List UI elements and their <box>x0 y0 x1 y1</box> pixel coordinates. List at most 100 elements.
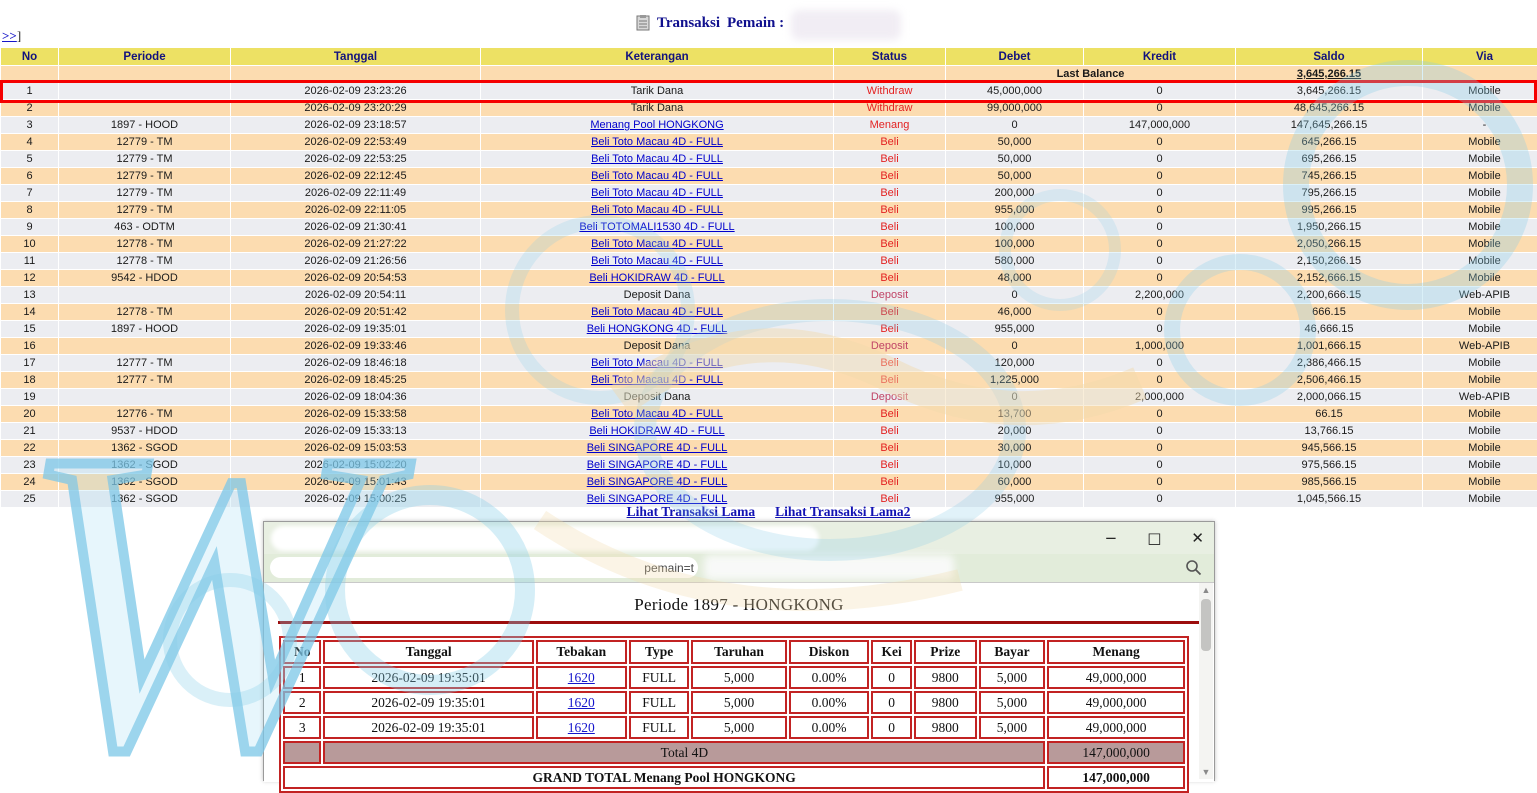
cell-status: Beli <box>834 474 945 490</box>
keterangan-link[interactable]: Beli SINGAPORE 4D - FULL <box>586 476 728 488</box>
cell-saldo: 645,266.15 <box>1236 134 1422 150</box>
keterangan-link[interactable]: Beli Toto Macau 4D - FULL <box>591 357 723 369</box>
popup-heading: Periode 1897 - HONGKONG <box>634 595 844 614</box>
cell-keterangan: Tarik Dana <box>481 83 833 99</box>
keterangan-link[interactable]: Beli Toto Macau 4D - FULL <box>591 408 723 420</box>
cell-via: Mobile <box>1423 355 1537 371</box>
close-button[interactable]: ✕ <box>1191 528 1204 547</box>
cell-no: 16 <box>1 338 58 354</box>
tebakan-link[interactable]: 1620 <box>567 669 595 685</box>
cell-periode: 12779 - TM <box>59 168 230 184</box>
keterangan-link[interactable]: Menang Pool HONGKONG <box>590 119 724 131</box>
keterangan-link[interactable]: Beli Toto Macau 4D - FULL <box>591 204 723 216</box>
table-row: 1 2026-02-09 23:23:26 Tarik Dana Withdra… <box>1 83 1537 99</box>
cell-kredit: 0 <box>1084 457 1235 473</box>
cell-tanggal: 2026-02-09 23:18:57 <box>231 117 480 133</box>
popup-titlebar[interactable]: − □ ✕ <box>264 522 1214 554</box>
cell-debet: 100,000 <box>946 236 1083 252</box>
cell-keterangan: Beli HONGKONG 4D - FULL <box>481 321 833 337</box>
cell-debet: 50,000 <box>946 151 1083 167</box>
bet-cell-taruhan: 5,000 <box>691 716 787 739</box>
cell-status: Deposit <box>834 338 945 354</box>
bet-col-tebakan: Tebakan <box>535 640 627 664</box>
keterangan-link[interactable]: Beli Toto Macau 4D - FULL <box>591 136 723 148</box>
keterangan-link[interactable]: Beli SINGAPORE 4D - FULL <box>586 493 728 505</box>
keterangan-link[interactable]: Beli TOTOMALI1530 4D - FULL <box>579 221 735 233</box>
table-header-row: No Periode Tanggal Keterangan Status Deb… <box>1 48 1537 65</box>
cell-keterangan: Tarik Dana <box>481 100 833 116</box>
bet-cell-taruhan: 5,000 <box>691 691 787 714</box>
keterangan-link[interactable]: Beli Toto Macau 4D - FULL <box>591 187 723 199</box>
cell-debet: 10,000 <box>946 457 1083 473</box>
cell-debet: 955,000 <box>946 321 1083 337</box>
cell-debet: 60,000 <box>946 474 1083 490</box>
cell-tanggal: 2026-02-09 20:51:42 <box>231 304 480 320</box>
scrollbar-thumb[interactable] <box>1201 599 1211 651</box>
keterangan-link[interactable]: Beli HOKIDRAW 4D - FULL <box>589 272 725 284</box>
cell-tanggal: 2026-02-09 21:26:56 <box>231 253 480 269</box>
cell-no: 7 <box>1 185 58 201</box>
keterangan-link[interactable]: Beli Toto Macau 4D - FULL <box>591 238 723 250</box>
cell-kredit: 2,000,000 <box>1084 389 1235 405</box>
keterangan-link[interactable]: Beli Toto Macau 4D - FULL <box>591 374 723 386</box>
cell-status: Beli <box>834 372 945 388</box>
expand-link[interactable]: >> <box>2 28 17 43</box>
keterangan-link[interactable]: Beli SINGAPORE 4D - FULL <box>586 459 728 471</box>
cell-debet: 1,225,000 <box>946 372 1083 388</box>
lihat-transaksi-lama2-link[interactable]: Lihat Transaksi Lama2 <box>775 504 911 519</box>
status-badge: Beli <box>880 408 899 420</box>
bet-col-no: No <box>283 640 322 664</box>
cell-keterangan: Beli SINGAPORE 4D - FULL <box>481 457 833 473</box>
table-row: 12 9542 - HDOD 2026-02-09 20:54:53 Beli … <box>1 270 1537 286</box>
total-label: Total 4D <box>323 741 1046 764</box>
bet-cell-menang: 49,000,000 <box>1047 691 1185 714</box>
keterangan-link[interactable]: Beli Toto Macau 4D - FULL <box>591 170 723 182</box>
table-row: 21 9537 - HDOD 2026-02-09 15:33:13 Beli … <box>1 423 1537 439</box>
cell-status: Beli <box>834 219 945 235</box>
keterangan-link[interactable]: Beli Toto Macau 4D - FULL <box>591 153 723 165</box>
keterangan-link[interactable]: Beli HOKIDRAW 4D - FULL <box>589 425 725 437</box>
cell-periode: 1362 - SGOD <box>59 474 230 490</box>
cell-via: - <box>1423 117 1537 133</box>
player-name-redacted <box>791 10 902 40</box>
keterangan-link[interactable]: Beli SINGAPORE 4D - FULL <box>586 442 728 454</box>
lihat-transaksi-lama-link[interactable]: Lihat Transaksi Lama <box>626 504 756 519</box>
tebakan-link[interactable]: 1620 <box>567 719 595 735</box>
total-value: 147,000,000 <box>1047 741 1185 764</box>
cell-keterangan: Beli Toto Macau 4D - FULL <box>481 134 833 150</box>
maximize-button[interactable]: □ <box>1147 528 1162 547</box>
cell-periode <box>59 100 230 116</box>
scroll-up-icon[interactable]: ▲ <box>1201 585 1211 595</box>
cell-kredit: 0 <box>1084 100 1235 116</box>
bet-cell-prize: 9800 <box>913 691 977 714</box>
cell-debet: 50,000 <box>946 168 1083 184</box>
grand-total-label: GRAND TOTAL Menang Pool HONGKONG <box>283 766 1046 789</box>
cell-tanggal: 2026-02-09 22:11:49 <box>231 185 480 201</box>
cell-via: Mobile <box>1423 202 1537 218</box>
cell-keterangan: Beli Toto Macau 4D - FULL <box>481 253 833 269</box>
cell-saldo: 1,950,266.15 <box>1236 219 1422 235</box>
keterangan-link[interactable]: Beli Toto Macau 4D - FULL <box>591 306 723 318</box>
minimize-button[interactable]: − <box>1104 528 1118 547</box>
cell-via: Mobile <box>1423 253 1537 269</box>
keterangan-link[interactable]: Beli Toto Macau 4D - FULL <box>591 255 723 267</box>
popup-scrollbar[interactable]: ▲ ▼ <box>1199 583 1213 779</box>
cell-keterangan: Beli SINGAPORE 4D - FULL <box>481 491 833 507</box>
address-input[interactable]: pemain=t <box>270 557 698 578</box>
status-badge: Beli <box>880 272 899 284</box>
search-icon[interactable] <box>1185 559 1202 576</box>
cell-no: 12 <box>1 270 58 286</box>
bet-cell-taruhan: 5,000 <box>691 666 787 689</box>
status-badge: Beli <box>880 323 899 335</box>
cell-keterangan: Deposit Dana <box>481 287 833 303</box>
cell-no: 4 <box>1 134 58 150</box>
bet-col-prize: Prize <box>913 640 977 664</box>
cell-debet: 0 <box>946 287 1083 303</box>
cell-via: Mobile <box>1423 321 1537 337</box>
tebakan-link[interactable]: 1620 <box>567 694 595 710</box>
table-row: 15 1897 - HOOD 2026-02-09 19:35:01 Beli … <box>1 321 1537 337</box>
cell-debet: 0 <box>946 338 1083 354</box>
cell-status: Beli <box>834 236 945 252</box>
keterangan-link[interactable]: Beli HONGKONG 4D - FULL <box>586 323 728 335</box>
scroll-down-icon[interactable]: ▼ <box>1201 767 1211 777</box>
